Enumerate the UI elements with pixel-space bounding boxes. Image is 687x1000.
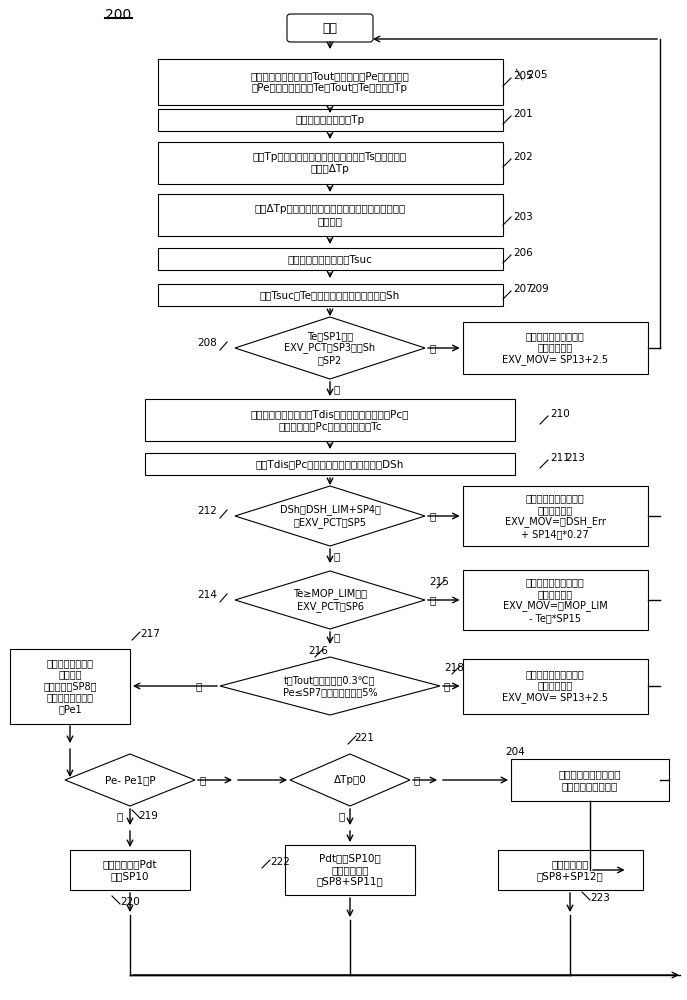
Text: 根据ΔTp与预设偏差值的大小关系，确定电子膨胀阀
的开度值: 根据ΔTp与预设偏差值的大小关系，确定电子膨胀阀 的开度值 <box>254 204 405 226</box>
Bar <box>157 284 502 306</box>
Text: 否: 否 <box>444 681 450 691</box>
Text: DSh＜DSH_LIM+SP4、
且EXV_PCT＞SP5: DSh＜DSH_LIM+SP4、 且EXV_PCT＞SP5 <box>280 504 381 528</box>
Text: 223: 223 <box>590 893 610 903</box>
Polygon shape <box>235 317 425 379</box>
Text: 200: 200 <box>105 8 131 22</box>
Polygon shape <box>290 754 410 806</box>
Text: 是: 是 <box>429 511 436 521</box>
Bar <box>157 248 502 270</box>
Bar <box>157 194 502 236</box>
Text: 获取蒸发器端部温差Tp: 获取蒸发器端部温差Tp <box>295 115 365 125</box>
Text: 获取压缩机的排气温度Tdis和冷凝器的冷凝压力Pc，
并将冷凝压力Pc转换为冷凝温度Tc: 获取压缩机的排气温度Tdis和冷凝器的冷凝压力Pc， 并将冷凝压力Pc转换为冷凝… <box>251 409 409 431</box>
Text: 214: 214 <box>197 590 217 600</box>
Text: 关阀动作，确定电子膨
胀阀的开度值
EXV_MOV=（DSH_Err
+ SP14）*0.27: 关阀动作，确定电子膨 胀阀的开度值 EXV_MOV=（DSH_Err + SP1… <box>504 493 605 539</box>
Bar <box>157 59 502 105</box>
Text: Te＜SP1、且
EXV_PCT＜SP3、且Sh
＞SP2: Te＜SP1、且 EXV_PCT＜SP3、且Sh ＞SP2 <box>284 331 376 365</box>
Text: 将动态修正值Pdt
减小SP10: 将动态修正值Pdt 减小SP10 <box>103 859 157 881</box>
Polygon shape <box>235 571 425 629</box>
Text: 206: 206 <box>513 248 532 258</box>
Text: 是: 是 <box>339 811 345 821</box>
Text: Pdt增加SP10，
执行关阀动作
（SP8+SP11）: Pdt增加SP10， 执行关阀动作 （SP8+SP11） <box>317 853 383 887</box>
Polygon shape <box>65 754 195 806</box>
Text: 开阀动作，确定电子膨
胀阀的开度值
EXV_MOV= SP13+2.5: 开阀动作，确定电子膨 胀阀的开度值 EXV_MOV= SP13+2.5 <box>502 669 608 703</box>
Text: 213: 213 <box>565 453 585 463</box>
Text: 208: 208 <box>197 338 217 348</box>
FancyBboxPatch shape <box>287 14 373 42</box>
Text: 215: 215 <box>429 577 449 587</box>
Text: 210: 210 <box>550 409 570 419</box>
Text: 获取蒸发器的出水温度Tout和蒸发压力Pe，将蒸发压
力Pe转换为蒸发温度Te，Tout与Te的差值为Tp: 获取蒸发器的出水温度Tout和蒸发压力Pe，将蒸发压 力Pe转换为蒸发温度Te，… <box>251 71 409 93</box>
Text: 关阀动作，确定电子膨
胀阀的开度值
EXV_MOV=（MOP_LIM
- Te）*SP15: 关阀动作，确定电子膨 胀阀的开度值 EXV_MOV=（MOP_LIM - Te）… <box>503 577 607 623</box>
Text: ΔTp＞0: ΔTp＞0 <box>334 775 366 785</box>
Text: 开阀动作，并将电
子膨胀阀
开度调节至SP8，
记录此时的蒸发压
力Pe1: 开阀动作，并将电 子膨胀阀 开度调节至SP8， 记录此时的蒸发压 力Pe1 <box>43 658 97 714</box>
Text: 209: 209 <box>529 284 549 294</box>
Text: 比较Tp和蒸发器端部温差的控制目标值Ts，得到二者
的差值ΔTp: 比较Tp和蒸发器端部温差的控制目标值Ts，得到二者 的差值ΔTp <box>253 152 407 174</box>
Text: 否: 否 <box>199 775 205 785</box>
Bar <box>511 759 669 801</box>
Text: 207: 207 <box>513 284 532 294</box>
Polygon shape <box>235 486 425 546</box>
Text: 开阀动作，确定电子膨
胀阀的开度值
EXV_MOV= SP13+2.5: 开阀动作，确定电子膨 胀阀的开度值 EXV_MOV= SP13+2.5 <box>502 331 608 365</box>
Bar <box>462 570 648 630</box>
Text: Te≥MOP_LIM、且
EXV_PCT＞SP6: Te≥MOP_LIM、且 EXV_PCT＞SP6 <box>293 588 367 612</box>
Text: 控制电子膨胀阀的开度
调节至确定的开度值: 控制电子膨胀阀的开度 调节至确定的开度值 <box>559 769 621 791</box>
Text: 是: 是 <box>429 595 436 605</box>
Text: 218: 218 <box>444 663 464 673</box>
Text: 203: 203 <box>513 212 532 222</box>
Text: 222: 222 <box>270 857 290 867</box>
Bar <box>157 109 502 131</box>
Bar <box>70 850 190 890</box>
Text: 201: 201 <box>513 109 532 119</box>
Bar <box>157 142 502 184</box>
Text: 根据Tdis和Pc，确定压缩机的排气过热度DSh: 根据Tdis和Pc，确定压缩机的排气过热度DSh <box>256 459 404 469</box>
Text: 211: 211 <box>550 453 570 463</box>
Text: 否: 否 <box>334 384 340 394</box>
Text: 219: 219 <box>138 811 158 821</box>
Text: t内Tout的波动小于0.3℃、
Pe≤SP7、负荷波动小于5%: t内Tout的波动小于0.3℃、 Pe≤SP7、负荷波动小于5% <box>282 675 377 697</box>
Text: 根据Tsuc和Te，确定压缩机的吸气过热度Sh: 根据Tsuc和Te，确定压缩机的吸气过热度Sh <box>260 290 400 300</box>
Text: ╲  205: ╲ 205 <box>515 68 548 80</box>
Bar <box>462 486 648 546</box>
Text: 是: 是 <box>196 681 202 691</box>
Text: 开始: 开始 <box>322 21 337 34</box>
Text: 获取压缩机的吸气温度Tsuc: 获取压缩机的吸气温度Tsuc <box>288 254 372 264</box>
Text: 是: 是 <box>117 811 123 821</box>
Bar <box>145 399 515 441</box>
Text: 202: 202 <box>513 152 532 162</box>
Text: 221: 221 <box>354 733 374 743</box>
Text: Pe- Pe1＞P: Pe- Pe1＞P <box>104 775 155 785</box>
Text: 204: 204 <box>505 747 525 757</box>
Text: 205: 205 <box>513 71 532 81</box>
Text: 执行关阀动作
（SP8+SP12）: 执行关阀动作 （SP8+SP12） <box>537 859 603 881</box>
Text: 212: 212 <box>197 506 217 516</box>
Text: 否: 否 <box>414 775 420 785</box>
Text: 否: 否 <box>334 551 340 561</box>
Bar <box>10 648 130 724</box>
Text: 217: 217 <box>140 629 160 639</box>
Bar <box>497 850 642 890</box>
Polygon shape <box>220 657 440 715</box>
Text: 216: 216 <box>308 646 328 656</box>
Bar <box>145 453 515 475</box>
Bar <box>462 658 648 714</box>
Text: 否: 否 <box>334 632 340 642</box>
Text: 220: 220 <box>120 897 139 907</box>
Bar <box>285 845 415 895</box>
Text: 是: 是 <box>429 343 436 353</box>
Bar <box>462 322 648 374</box>
